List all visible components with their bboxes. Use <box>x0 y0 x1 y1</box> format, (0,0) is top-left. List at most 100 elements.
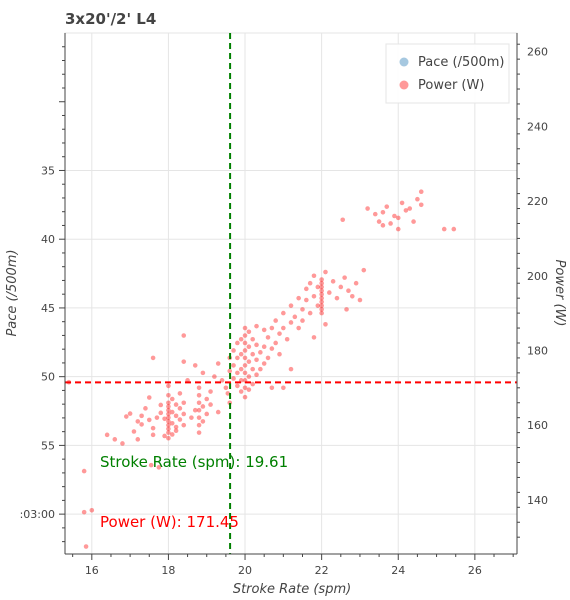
scatter-point <box>139 422 144 427</box>
scatter-point <box>340 217 346 223</box>
scatter-point <box>365 206 370 211</box>
scatter-point <box>204 411 210 417</box>
x-axis-ticks: 16 18 20 22 24 26 <box>72 554 514 577</box>
scatter-point <box>177 417 183 422</box>
scatter-point <box>242 333 248 338</box>
scatter-point <box>150 355 156 361</box>
scatter-points <box>66 189 457 549</box>
x-tick-label: 20 <box>238 564 252 577</box>
scatter-point <box>319 310 324 316</box>
x-tick-label: 24 <box>391 564 405 577</box>
scatter-point <box>311 273 317 279</box>
y-axis-right-ticks: 140 160 180 200 220 240 260 <box>517 43 548 538</box>
scatter-point <box>200 404 206 409</box>
scatter-point <box>120 441 125 446</box>
scatter-point <box>181 400 187 406</box>
y-axis-left-label: Pace (/500m) <box>5 249 20 336</box>
scatter-point <box>242 355 248 361</box>
scatter-point <box>196 422 202 428</box>
scatter-point <box>242 325 248 331</box>
scatter-point <box>403 208 409 213</box>
scatter-point <box>238 351 244 357</box>
scatter-point <box>150 425 156 431</box>
scatter-point <box>146 395 152 400</box>
scatter-point <box>235 355 240 361</box>
scatter-point <box>296 295 301 301</box>
y-left-tick-label: :03:00 <box>20 508 55 521</box>
scatter-point <box>315 303 321 308</box>
y-axis-right-label: Power (W) <box>552 260 567 327</box>
scatter-point <box>277 331 282 336</box>
scatter-point <box>311 294 317 299</box>
scatter-point <box>104 432 110 438</box>
scatter-point <box>196 385 202 391</box>
scatter-point <box>258 366 263 372</box>
scatter-point <box>269 385 275 391</box>
scatter-point <box>208 389 213 394</box>
scatter-point <box>311 335 317 340</box>
scatter-point <box>269 346 275 351</box>
scatter-point <box>196 430 202 435</box>
y-right-tick-label: 200 <box>527 270 548 283</box>
scatter-point <box>319 303 324 308</box>
scatter-point <box>231 363 236 368</box>
scatter-point <box>265 355 271 361</box>
scatter-point <box>346 288 351 293</box>
scatter-point <box>361 267 367 273</box>
scatter-point <box>246 374 252 379</box>
x-tick-label: 26 <box>468 564 482 577</box>
scatter-point <box>395 215 401 221</box>
scatter-point <box>261 361 267 366</box>
y-right-tick-label: 140 <box>527 494 548 507</box>
scatter-point <box>181 422 187 428</box>
scatter-point <box>150 432 156 438</box>
scatter-point <box>388 221 393 226</box>
scatter-point <box>296 325 301 331</box>
scatter-point <box>319 295 324 301</box>
scatter-point <box>166 404 171 409</box>
scatter-point <box>192 363 198 368</box>
scatter-point <box>166 426 171 432</box>
y-right-tick-label: 160 <box>527 419 548 432</box>
y-right-tick-label: 240 <box>527 120 548 133</box>
scatter-point <box>123 414 129 419</box>
legend-label-power: Power (W) <box>418 78 484 93</box>
scatter-point <box>418 189 424 195</box>
scatter-point <box>148 462 154 468</box>
scatter-point <box>277 351 282 357</box>
scatter-point <box>139 413 144 419</box>
scatter-point <box>238 366 244 372</box>
scatter-point <box>212 374 217 379</box>
y-axis-left-ticks: 35 40 45 50 55:03:00 <box>20 46 65 543</box>
scatter-point <box>254 357 259 363</box>
scatter-point <box>315 284 321 290</box>
legend-label-pace: Pace (/500m) <box>418 55 505 70</box>
scatter-point <box>166 407 171 413</box>
scatter-point <box>380 209 386 215</box>
scatter-point <box>269 325 275 331</box>
scatter-point <box>288 320 294 325</box>
scatter-point <box>300 307 305 312</box>
scatter-point <box>169 432 175 437</box>
y-left-tick-label: 35 <box>41 164 55 177</box>
scatter-point <box>418 202 424 208</box>
scatter-point <box>250 381 255 387</box>
scatter-point <box>319 284 324 290</box>
scatter-point <box>143 406 148 411</box>
scatter-point <box>261 344 267 350</box>
y-right-tick-label: 260 <box>527 46 548 59</box>
scatter-point <box>451 226 457 232</box>
scatter-point <box>273 318 278 323</box>
scatter-point <box>395 226 401 232</box>
scatter-point <box>238 336 244 342</box>
scatter-point <box>162 433 167 439</box>
scatter-point <box>169 420 175 426</box>
scatter-point <box>327 290 332 295</box>
scatter-point <box>173 413 179 419</box>
x-tick-label: 18 <box>161 564 175 577</box>
scatter-point <box>200 370 206 376</box>
scatter-point <box>215 361 221 366</box>
scatter-point <box>411 219 416 224</box>
scatter-point <box>166 383 171 389</box>
scatter-point <box>250 336 255 342</box>
